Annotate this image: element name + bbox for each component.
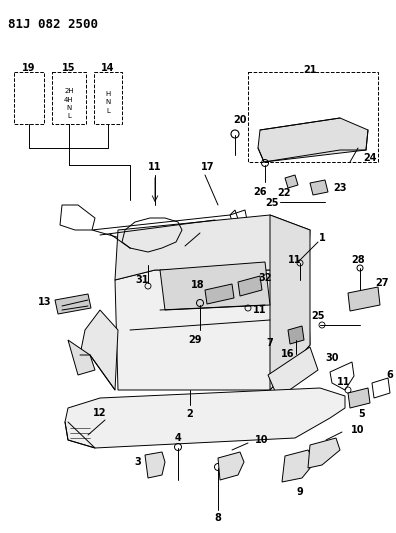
Text: 14: 14	[101, 63, 115, 73]
Text: 5: 5	[359, 409, 366, 419]
Text: 8: 8	[215, 513, 221, 523]
Polygon shape	[258, 118, 368, 162]
Text: 25: 25	[265, 198, 279, 208]
Polygon shape	[348, 388, 370, 408]
Text: 18: 18	[191, 280, 205, 290]
Bar	[248, 72, 378, 162]
Text: 27: 27	[375, 278, 389, 288]
Text: 13: 13	[38, 297, 52, 307]
Polygon shape	[115, 215, 310, 280]
Polygon shape	[308, 438, 340, 468]
Text: 9: 9	[297, 487, 303, 497]
Text: 15: 15	[62, 63, 76, 73]
Bar	[94, 72, 122, 124]
Text: 81J 082 2500: 81J 082 2500	[8, 18, 98, 31]
Polygon shape	[282, 450, 315, 482]
Text: 29: 29	[188, 335, 202, 345]
Text: 11: 11	[337, 377, 351, 387]
Text: 7: 7	[267, 338, 273, 348]
Polygon shape	[285, 175, 298, 188]
Text: 30: 30	[325, 353, 339, 363]
Text: 10: 10	[351, 425, 365, 435]
Polygon shape	[115, 270, 310, 390]
Text: 17: 17	[201, 162, 215, 172]
Text: 2: 2	[187, 409, 193, 419]
Text: 32: 32	[258, 273, 272, 283]
Polygon shape	[145, 452, 165, 478]
Text: H
N
L: H N L	[105, 91, 110, 114]
Text: 21: 21	[303, 65, 317, 75]
Polygon shape	[348, 287, 380, 311]
Text: 6: 6	[386, 370, 393, 380]
Text: 31: 31	[135, 275, 149, 285]
Polygon shape	[238, 276, 262, 296]
Polygon shape	[55, 294, 91, 314]
Text: 16: 16	[281, 349, 295, 359]
Text: 20: 20	[233, 115, 247, 125]
Polygon shape	[68, 340, 95, 375]
Text: 3: 3	[135, 457, 141, 467]
Text: 23: 23	[333, 183, 347, 193]
Bar	[14, 72, 44, 124]
Text: 28: 28	[351, 255, 365, 265]
Polygon shape	[270, 215, 310, 390]
Text: 26: 26	[253, 187, 267, 197]
Polygon shape	[288, 326, 304, 344]
Polygon shape	[310, 180, 328, 195]
Text: 19: 19	[22, 63, 36, 73]
Polygon shape	[205, 284, 234, 304]
Text: 12: 12	[93, 408, 107, 418]
Text: 1: 1	[319, 233, 326, 243]
Text: 25: 25	[311, 311, 325, 321]
Text: 10: 10	[255, 435, 269, 445]
Polygon shape	[80, 310, 118, 390]
Text: 4: 4	[175, 433, 181, 443]
Polygon shape	[218, 452, 244, 480]
Text: 24: 24	[363, 153, 377, 163]
Bar	[52, 72, 86, 124]
Text: 22: 22	[277, 188, 291, 198]
Text: 11: 11	[253, 305, 267, 315]
Text: 11: 11	[288, 255, 302, 265]
Text: 11: 11	[148, 162, 162, 172]
Polygon shape	[65, 388, 345, 448]
Polygon shape	[268, 347, 318, 398]
Text: 2H
4H
N
L: 2H 4H N L	[64, 88, 74, 119]
Polygon shape	[160, 262, 270, 310]
